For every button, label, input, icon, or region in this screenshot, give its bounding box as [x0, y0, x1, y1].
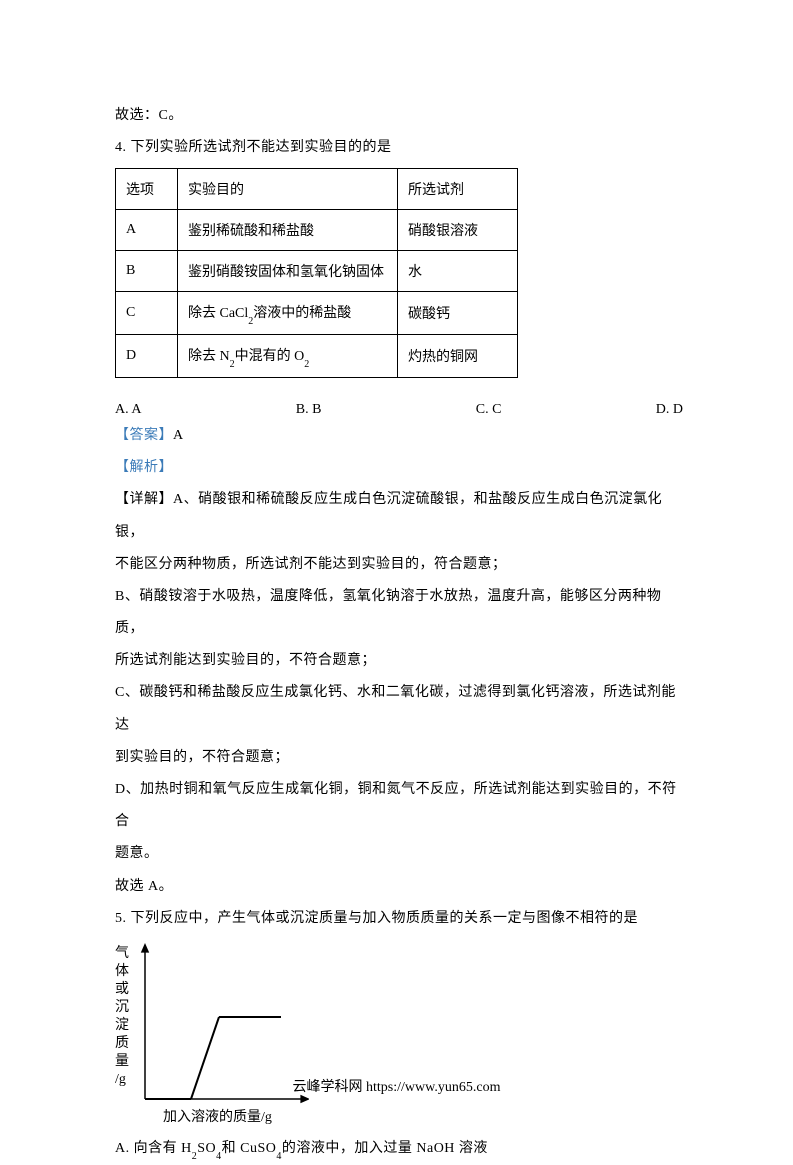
header-reagent: 所选试剂 [398, 169, 518, 210]
line-chart: 气体或沉淀质量/g加入溶液的质量/g [109, 939, 309, 1129]
svg-text:量: 量 [115, 1053, 129, 1069]
answer-label: 【答案】 [115, 428, 173, 443]
text: 除去 N [188, 349, 230, 364]
subscript: 4 [276, 1151, 282, 1162]
explain-text: 题意。 [115, 838, 683, 870]
question-5-stem: 5. 下列反应中，产生气体或沉淀质量与加入物质质量的关系一定与图像不相符的是 [115, 903, 683, 935]
analysis-label: 【解析】 [115, 452, 683, 484]
table-row: D 除去 N2中混有的 O2 灼热的铜网 [116, 335, 518, 378]
cell: 水 [398, 251, 518, 292]
table-row: C 除去 CaCl2溶液中的稀盐酸 碳酸钙 [116, 292, 518, 335]
cell: D [116, 335, 178, 378]
text: 和 CuSO [222, 1141, 277, 1156]
conclusion-text: 故选 A。 [115, 871, 683, 903]
svg-text:加入溶液的质量/g: 加入溶液的质量/g [163, 1109, 272, 1125]
cell: 灼热的铜网 [398, 335, 518, 378]
subscript: 2 [192, 1151, 198, 1162]
explain-text: 【详解】A、硝酸银和稀硫酸反应生成白色沉淀硫酸银，和盐酸反应生成白色沉淀氯化银， [115, 484, 683, 548]
cell: 鉴别硝酸铵固体和氢氧化钠固体 [178, 251, 398, 292]
chart-svg: 气体或沉淀质量/g加入溶液的质量/g [109, 939, 309, 1129]
table-row: A 鉴别稀硫酸和稀盐酸 硝酸银溶液 [116, 210, 518, 251]
svg-text:体: 体 [115, 963, 129, 979]
subscript: 2 [248, 316, 253, 327]
option-c: C. C [476, 402, 502, 418]
explain-text: 不能区分两种物质，所选试剂不能达到实验目的，符合题意； [115, 549, 683, 581]
previous-conclusion: 故选：C。 [115, 100, 683, 132]
cell: 除去 N2中混有的 O2 [178, 335, 398, 378]
text: 的溶液中，加入过量 NaOH 溶液 [282, 1141, 488, 1156]
answer-line: 【答案】A [115, 420, 683, 452]
answer-options-row: A. A B. B C. C D. D [115, 402, 683, 418]
text: 溶液中的稀盐酸 [253, 306, 351, 321]
header-purpose: 实验目的 [178, 169, 398, 210]
svg-text:气: 气 [115, 945, 129, 961]
text: 除去 CaCl [188, 306, 248, 321]
svg-text:沉: 沉 [115, 999, 129, 1015]
svg-text:或: 或 [115, 981, 129, 997]
answer-value: A [173, 428, 184, 443]
explain-text: B、硝酸铵溶于水吸热，温度降低，氢氧化钠溶于水放热，温度升高，能够区分两种物质， [115, 581, 683, 645]
cell: 除去 CaCl2溶液中的稀盐酸 [178, 292, 398, 335]
option-d: D. D [656, 402, 683, 418]
explain-text: C、碳酸钙和稀盐酸反应生成氯化钙、水和二氧化碳，过滤得到氯化钙溶液，所选试剂能达 [115, 677, 683, 741]
svg-text:淀: 淀 [115, 1017, 129, 1033]
text: SO [197, 1141, 216, 1156]
cell: 硝酸银溶液 [398, 210, 518, 251]
question-4-stem: 4. 下列实验所选试剂不能达到实验目的的是 [115, 132, 683, 164]
option-b: B. B [296, 402, 322, 418]
cell: B [116, 251, 178, 292]
subscript: 2 [230, 359, 235, 370]
cell: C [116, 292, 178, 335]
cell: 碳酸钙 [398, 292, 518, 335]
page-footer: 云峰学科网 https://www.yun65.com [0, 1076, 793, 1096]
cell: 鉴别稀硫酸和稀盐酸 [178, 210, 398, 251]
subscript: 4 [216, 1151, 222, 1162]
subscript: 2 [304, 359, 309, 370]
option-a-q5: A. 向含有 H2SO4和 CuSO4的溶液中，加入过量 NaOH 溶液 [115, 1133, 683, 1165]
svg-text:质: 质 [115, 1035, 129, 1051]
explain-text: 到实验目的，不符合题意； [115, 742, 683, 774]
explain-text: D、加热时铜和氧气反应生成氧化铜，铜和氮气不反应，所选试剂能达到实验目的，不符合 [115, 774, 683, 838]
header-option: 选项 [116, 169, 178, 210]
cell: A [116, 210, 178, 251]
text: 中混有的 O [235, 349, 305, 364]
table-row: B 鉴别硝酸铵固体和氢氧化钠固体 水 [116, 251, 518, 292]
option-a: A. A [115, 402, 141, 418]
page: 故选：C。 4. 下列实验所选试剂不能达到实验目的的是 选项 实验目的 所选试剂… [0, 0, 793, 1122]
experiment-table: 选项 实验目的 所选试剂 A 鉴别稀硫酸和稀盐酸 硝酸银溶液 B 鉴别硝酸铵固体… [115, 168, 518, 378]
explain-text: 所选试剂能达到实验目的，不符合题意； [115, 645, 683, 677]
text: A. 向含有 H [115, 1141, 192, 1156]
table-header-row: 选项 实验目的 所选试剂 [116, 169, 518, 210]
